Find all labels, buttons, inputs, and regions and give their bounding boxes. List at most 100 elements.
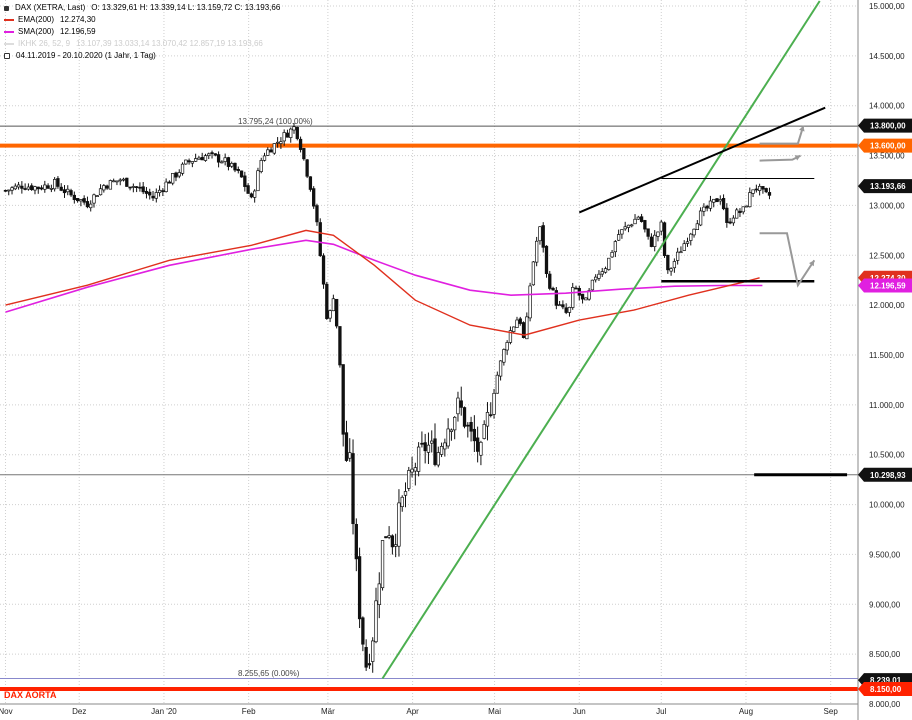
candle-body [698, 210, 703, 226]
candle-body [469, 421, 473, 432]
candle-body [531, 261, 536, 286]
candle-body [102, 185, 106, 191]
candle-body [653, 234, 657, 247]
candle-body [505, 342, 509, 351]
legend-ichimoku-values: 13.107,39 13.033,14 13.070,42 12.857,19 … [76, 39, 263, 48]
candle-body [610, 251, 614, 258]
y-tick-label: 9.000,00 [869, 600, 901, 609]
candle-body [141, 186, 145, 193]
x-tick-label: Feb [242, 707, 256, 716]
candle-body [374, 600, 378, 643]
candle-body [584, 297, 588, 301]
x-tick-label: Dez [72, 707, 86, 716]
candle-body [475, 437, 480, 452]
candle-body [282, 132, 286, 142]
time-axis: Nov Dez Jan '20 Feb Mär Apr Mai Jun Jul Aug Sep [0, 703, 858, 716]
candle-body [574, 287, 578, 290]
tag-10298-bg [858, 467, 912, 482]
candle-body [62, 189, 67, 194]
candle-body [443, 442, 447, 450]
candle-body [426, 444, 431, 453]
candle-body [446, 428, 450, 447]
tag-10298: 10.298,93 [870, 471, 906, 480]
candle-body [626, 224, 631, 228]
candle-body [66, 188, 70, 193]
candle-body [89, 203, 93, 209]
candle-body [213, 153, 217, 156]
candle-body [72, 194, 76, 200]
candle-body [325, 283, 329, 319]
candle-body [305, 159, 309, 177]
y-tick-label: 10.500,00 [869, 451, 905, 460]
candle-body [535, 240, 539, 263]
candle-body [761, 186, 765, 190]
candle-body [544, 245, 549, 274]
candle-body [26, 186, 31, 190]
candle-icon [4, 5, 9, 11]
y-tick-label: 14.500,00 [869, 52, 905, 61]
chart-grid [0, 0, 858, 705]
candle-body [725, 207, 729, 223]
candle-body [193, 158, 198, 162]
candle-body [190, 161, 195, 164]
candle-body [580, 293, 585, 300]
candle-body [656, 231, 660, 237]
candle-body [551, 287, 555, 291]
candle-body [226, 157, 231, 167]
candle-body [741, 206, 745, 213]
candle-body [390, 535, 395, 548]
candle-body [525, 316, 529, 340]
candle-body [151, 195, 155, 199]
candle-body [161, 190, 165, 192]
candle-body [371, 640, 375, 662]
candle-body [479, 441, 483, 456]
legend-ohlc: O: 13.329,61 H: 13.339,14 L: 13.159,72 C… [91, 3, 281, 12]
calendar-icon [4, 53, 10, 59]
candle-body [400, 496, 404, 508]
candle-body [82, 198, 86, 203]
candle-body [200, 157, 204, 161]
legend-ema-label: EMA(200) [18, 15, 55, 24]
candle-body [672, 261, 677, 269]
candle-body [92, 194, 96, 204]
tag-last-bg [858, 179, 912, 194]
x-tick-label: Jan '20 [151, 707, 177, 716]
candle-body [462, 407, 467, 427]
candle-body [348, 452, 352, 459]
x-tick-label: Sep [824, 707, 839, 716]
candle-body [253, 190, 257, 198]
candle-body [702, 206, 706, 212]
candle-body [764, 188, 768, 193]
candle-body [403, 491, 408, 496]
projection-arrow-1 [759, 232, 816, 288]
candle-body [377, 583, 381, 605]
candle-body [203, 155, 208, 161]
candle-body [148, 191, 152, 196]
candle-body [659, 221, 663, 232]
candle-body [43, 184, 47, 190]
candle-body [95, 195, 99, 197]
candle-body [223, 157, 227, 162]
candle-body [249, 193, 254, 198]
candle-body [243, 175, 247, 187]
legend-ema-row: EMA(200) 12.274,30 [4, 14, 280, 26]
candle-body [538, 226, 542, 242]
legend-ema-value: 12.274,30 [60, 15, 96, 24]
candle-body [685, 241, 690, 244]
candle-body [416, 446, 421, 472]
candle-body [69, 190, 73, 196]
candle-body [85, 201, 90, 208]
tag-13800: 13.800,00 [870, 122, 906, 131]
candle-body [207, 153, 211, 157]
candle-body [495, 374, 499, 394]
candle-body [508, 330, 513, 343]
candle-body [308, 176, 313, 190]
candle-body [75, 198, 80, 202]
candle-body [187, 160, 191, 163]
candle-body [321, 255, 326, 285]
y-tick-label: 13.000,00 [869, 201, 905, 210]
candle-body [121, 178, 126, 181]
candle-body [731, 217, 736, 224]
tag-8150: 8.150,00 [870, 685, 902, 694]
